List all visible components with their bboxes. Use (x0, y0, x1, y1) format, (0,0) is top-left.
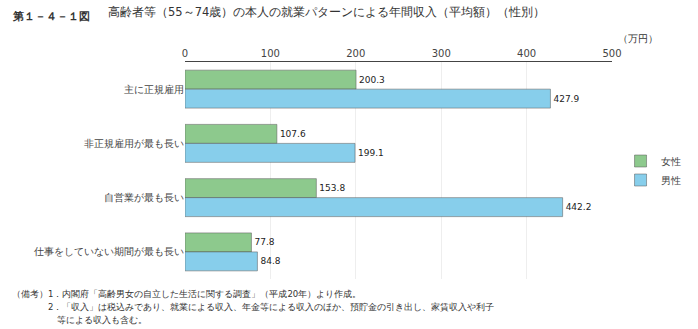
svg-text:427.9: 427.9 (553, 94, 579, 104)
svg-text:主に正規雇用: 主に正規雇用 (124, 84, 184, 95)
svg-text:（備考）1．内閣府「高齢男女の自立した生活に関する調査」（平: （備考）1．内閣府「高齢男女の自立した生活に関する調査」（平成20年）より作成。 (12, 289, 361, 299)
svg-text:等による収入も含む。: 等による収入も含む。 (12, 315, 147, 325)
svg-text:400: 400 (517, 48, 536, 59)
svg-text:300: 300 (432, 48, 451, 59)
svg-text:非正規雇用が最も長い: 非正規雇用が最も長い (84, 138, 184, 149)
svg-text:500: 500 (602, 48, 621, 59)
svg-text:女性: 女性 (661, 156, 681, 167)
svg-text:第１－４－１図: 第１－４－１図 (12, 10, 90, 23)
svg-text:男性: 男性 (661, 175, 681, 186)
svg-text:107.6: 107.6 (280, 129, 306, 139)
svg-text:84.8: 84.8 (260, 256, 280, 266)
svg-text:高齢者等（55～74歳）の本人の就業パターンによる年間収入（: 高齢者等（55～74歳）の本人の就業パターンによる年間収入（平均額）（性別） (108, 5, 545, 19)
svg-text:0: 0 (182, 48, 188, 59)
svg-text:200: 200 (346, 48, 365, 59)
svg-text:199.1: 199.1 (358, 148, 384, 158)
svg-text:100: 100 (261, 48, 280, 59)
svg-text:77.8: 77.8 (254, 237, 274, 247)
svg-text:153.8: 153.8 (319, 183, 345, 193)
svg-text:（万円）: （万円） (618, 33, 658, 44)
svg-text:2．「収入」は税込みであり、就業による収入、年金等による収入: 2．「収入」は税込みであり、就業による収入、年金等による収入のほか、預貯金の引き… (12, 302, 494, 312)
svg-text:仕事をしていない期間が最も長い: 仕事をしていない期間が最も長い (34, 246, 184, 257)
svg-text:200.3: 200.3 (359, 75, 385, 85)
svg-text:442.2: 442.2 (566, 202, 592, 212)
svg-text:自営業が最も長い: 自営業が最も長い (104, 192, 184, 203)
